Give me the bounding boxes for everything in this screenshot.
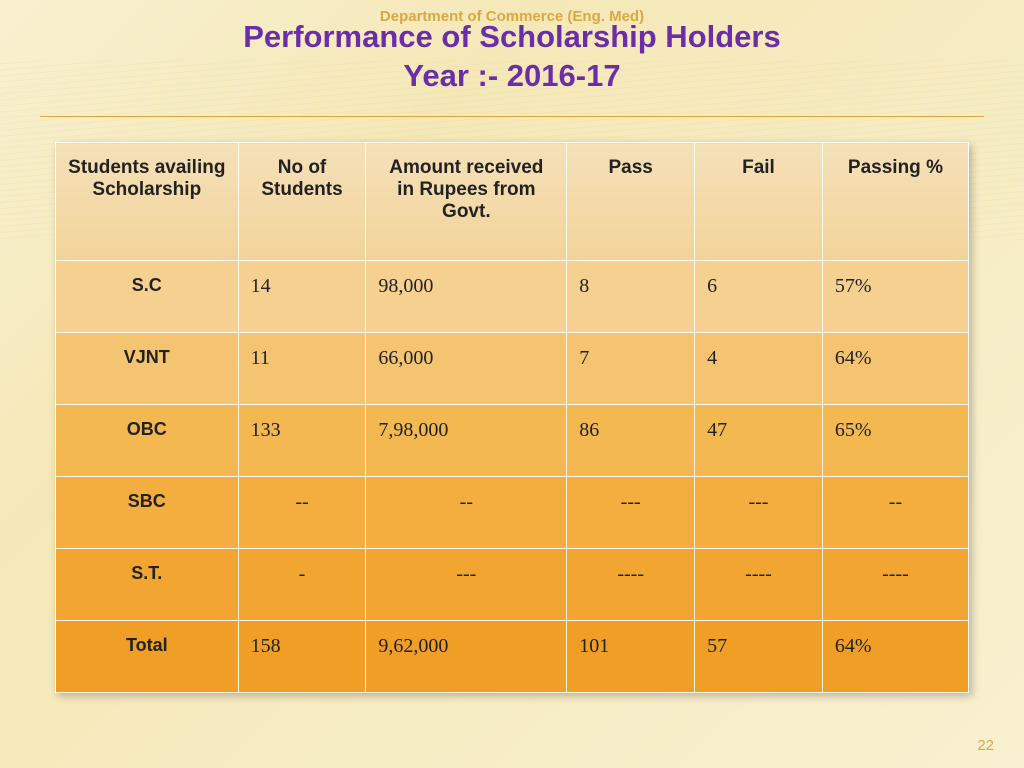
cell-pass: 86: [567, 405, 695, 477]
th-amount: Amount received in Rupees from Govt.: [366, 143, 567, 261]
cell-amount: 98,000: [366, 261, 567, 333]
th-pass: Pass: [567, 143, 695, 261]
cell-fail: 47: [695, 405, 823, 477]
cell-category: SBC: [56, 477, 239, 549]
th-pct: Passing %: [822, 143, 968, 261]
table-header-row: Students availing Scholarship No of Stud…: [56, 143, 969, 261]
cell-pct: ----: [822, 549, 968, 621]
table-row: SBC -- -- --- --- --: [56, 477, 969, 549]
cell-pct: --: [822, 477, 968, 549]
cell-category: OBC: [56, 405, 239, 477]
cell-students: 14: [238, 261, 366, 333]
cell-amount: ---: [366, 549, 567, 621]
cell-students: --: [238, 477, 366, 549]
cell-fail: 4: [695, 333, 823, 405]
table-row: VJNT 11 66,000 7 4 64%: [56, 333, 969, 405]
cell-fail: ---: [695, 477, 823, 549]
page-number: 22: [977, 737, 994, 754]
cell-fail: ----: [695, 549, 823, 621]
cell-pct: 57%: [822, 261, 968, 333]
cell-category: S.T.: [56, 549, 239, 621]
title-divider: [40, 116, 984, 117]
cell-category: S.C: [56, 261, 239, 333]
table-row: OBC 133 7,98,000 86 47 65%: [56, 405, 969, 477]
table-body: S.C 14 98,000 8 6 57% VJNT 11 66,000 7 4…: [56, 261, 969, 693]
table-row: S.C 14 98,000 8 6 57%: [56, 261, 969, 333]
cell-category: Total: [56, 621, 239, 693]
cell-students: -: [238, 549, 366, 621]
cell-pass: ---: [567, 477, 695, 549]
title-line-1: Performance of Scholarship Holders: [243, 19, 780, 54]
cell-amount: 7,98,000: [366, 405, 567, 477]
cell-students: 133: [238, 405, 366, 477]
th-category: Students availing Scholarship: [56, 143, 239, 261]
cell-pct: 65%: [822, 405, 968, 477]
cell-pass: 7: [567, 333, 695, 405]
table-row-total: Total 158 9,62,000 101 57 64%: [56, 621, 969, 693]
cell-students: 11: [238, 333, 366, 405]
cell-fail: 57: [695, 621, 823, 693]
th-fail: Fail: [695, 143, 823, 261]
cell-category: VJNT: [56, 333, 239, 405]
scholarship-table-container: Students availing Scholarship No of Stud…: [55, 142, 969, 693]
cell-students: 158: [238, 621, 366, 693]
cell-pass: 8: [567, 261, 695, 333]
cell-pct: 64%: [822, 333, 968, 405]
cell-pass: 101: [567, 621, 695, 693]
cell-amount: 66,000: [366, 333, 567, 405]
page-title: Performance of Scholarship Holders Year …: [0, 18, 1024, 96]
th-students: No of Students: [238, 143, 366, 261]
scholarship-table: Students availing Scholarship No of Stud…: [55, 142, 969, 693]
cell-amount: 9,62,000: [366, 621, 567, 693]
title-line-2: Year :- 2016-17: [403, 58, 620, 93]
table-row: S.T. - --- ---- ---- ----: [56, 549, 969, 621]
cell-pass: ----: [567, 549, 695, 621]
cell-amount: --: [366, 477, 567, 549]
cell-pct: 64%: [822, 621, 968, 693]
cell-fail: 6: [695, 261, 823, 333]
